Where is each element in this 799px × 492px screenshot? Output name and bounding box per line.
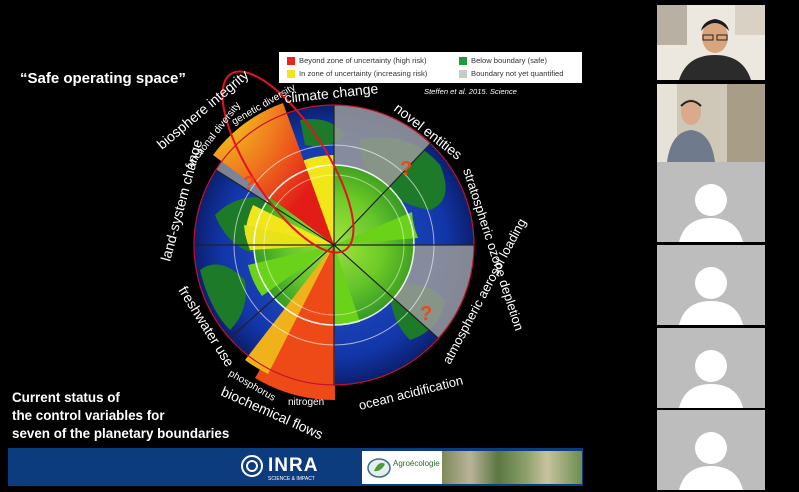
sector-dividers xyxy=(194,105,474,385)
legend-swatch-yellow xyxy=(287,70,295,78)
slide-caption: Current status of the control variables … xyxy=(12,389,229,443)
caption-line-2: the control variables for xyxy=(12,408,165,423)
unknown-mark-functional: ? xyxy=(243,173,255,195)
wedge-phosphorus xyxy=(245,245,334,374)
legend-swatch-red xyxy=(287,57,295,65)
participant-tile-6[interactable] xyxy=(657,410,765,490)
agroecologie-leaf-icon xyxy=(367,458,391,478)
agroecologie-logo xyxy=(362,451,442,484)
avatar-placeholder-icon xyxy=(657,245,765,325)
label-climate-change: climate change xyxy=(284,80,380,106)
avatar-placeholder-icon xyxy=(657,328,765,408)
legend-swatch-green xyxy=(459,57,467,65)
participant-1-video xyxy=(657,5,765,80)
slide-heading: “Safe operating space” xyxy=(20,70,186,87)
participant-tile-5[interactable] xyxy=(657,328,765,408)
highlight-ellipse xyxy=(221,70,355,254)
wedge-nitrogen xyxy=(255,245,335,401)
inra-tagline: SCIENCE & IMPACT xyxy=(268,476,315,482)
wedge-ozone xyxy=(334,212,418,245)
avatar-placeholder-icon xyxy=(657,410,765,490)
banner-photos xyxy=(442,451,582,484)
label-nitrogen: nitrogen xyxy=(288,397,324,408)
participant-tile-2[interactable] xyxy=(657,84,765,162)
shared-slide: ? ? ? climate change novel entities stra… xyxy=(8,52,583,486)
inra-logo-text: INRA xyxy=(268,455,319,476)
legend-label-safe: Below boundary (safe) xyxy=(471,56,547,65)
caption-line-3: seven of the planetary boundaries xyxy=(12,426,230,441)
agroecologie-name: Agroécologie xyxy=(393,459,440,468)
legend-label-high-risk: Beyond zone of uncertainty (high risk) xyxy=(299,56,427,65)
planetary-boundaries-diagram: ? ? ? climate change novel entities stra… xyxy=(154,67,529,443)
citation: Steffen et al. 2015. Science xyxy=(424,87,517,96)
participant-tile-4[interactable] xyxy=(657,245,765,325)
inra-logo-icon xyxy=(241,455,263,477)
wedge-freshwater xyxy=(248,245,334,296)
unknown-mark-novel: ? xyxy=(400,158,412,180)
legend: Beyond zone of uncertainty (high risk) I… xyxy=(279,52,582,83)
participant-strip xyxy=(657,0,765,492)
participant-tile-3[interactable] xyxy=(657,162,765,242)
legend-swatch-gray xyxy=(459,70,467,78)
unknown-mark-aerosol: ? xyxy=(420,303,432,325)
legend-label-increasing-risk: In zone of uncertainty (increasing risk) xyxy=(299,69,428,78)
legend-label-not-quantified: Boundary not yet quantified xyxy=(471,69,564,78)
participant-2-video xyxy=(657,84,765,162)
wedge-ocean xyxy=(334,245,360,326)
participant-tile-1[interactable] xyxy=(657,5,765,80)
caption-line-1: Current status of xyxy=(12,390,120,405)
avatar-placeholder-icon xyxy=(657,162,765,242)
